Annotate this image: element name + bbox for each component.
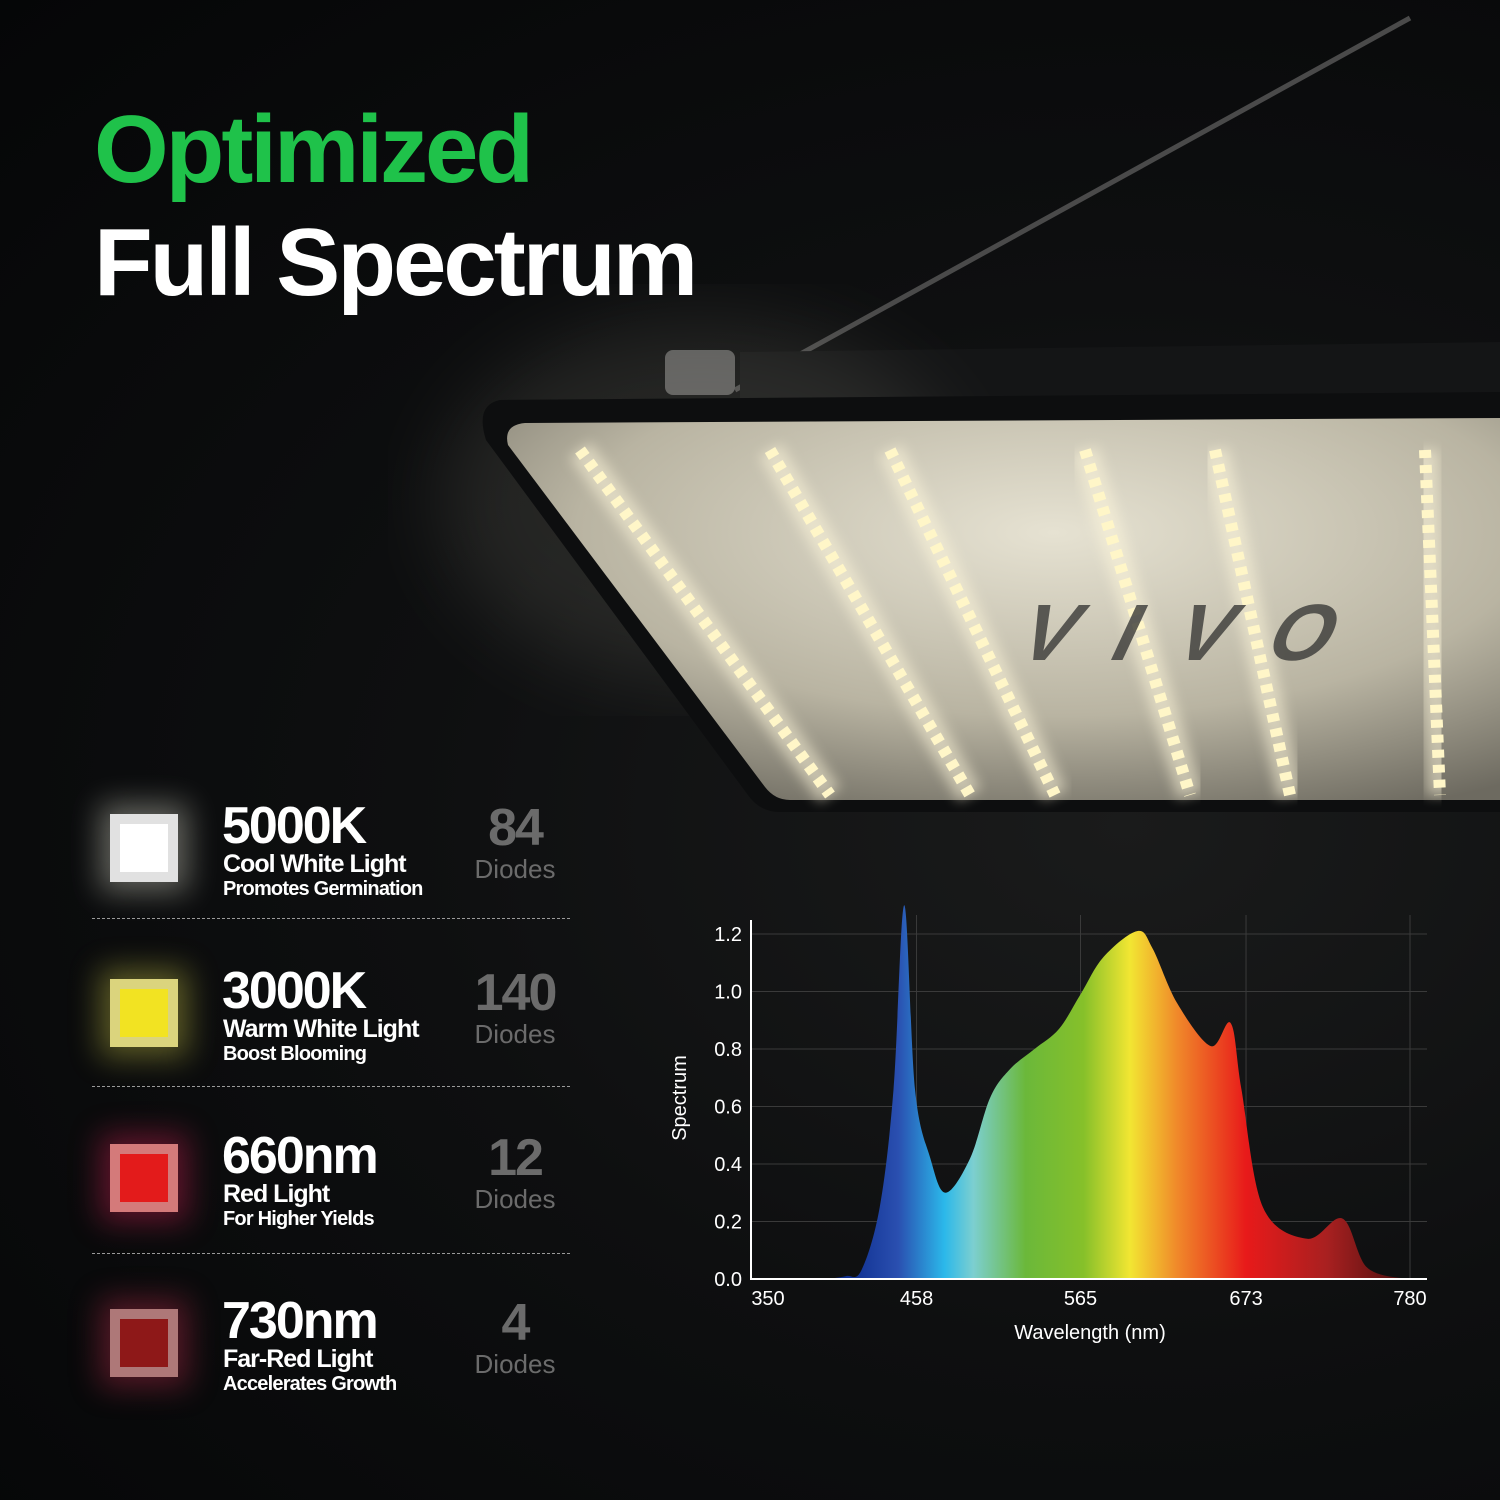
- diode-spec: 730nm: [222, 1292, 379, 1350]
- led-strip: [884, 447, 1061, 798]
- y-axis-label: Spectrum: [669, 1055, 691, 1141]
- diode-type-2: 660nm Red Light For Higher Yields 12 Dio…: [92, 1130, 570, 1280]
- legend-divider: [92, 1086, 570, 1087]
- spectrum-area: [827, 905, 1407, 1279]
- diode-unit: Diodes: [474, 1019, 556, 1049]
- color-swatch-icon: [110, 1309, 178, 1377]
- diode-type-3: 730nm Far-Red Light Accelerates Growth 4…: [92, 1295, 570, 1445]
- led-strips: [569, 442, 1453, 803]
- diode-name: Warm White Light: [223, 1015, 420, 1043]
- color-swatch-icon: [110, 979, 178, 1047]
- diode-name: Red Light: [223, 1180, 330, 1208]
- x-tick-label: 673: [1229, 1288, 1262, 1310]
- color-swatch-icon: [110, 1144, 178, 1212]
- y-tick-label: 0.4: [714, 1154, 742, 1176]
- diode-count: 12: [488, 1129, 544, 1187]
- diode-count: 84: [488, 799, 544, 857]
- diode-type-1: 3000K Warm White Light Boost Blooming 14…: [92, 965, 570, 1115]
- x-tick-label: 350: [751, 1288, 784, 1310]
- diode-unit: Diodes: [474, 1184, 556, 1214]
- diode-spec: 3000K: [222, 962, 367, 1020]
- hanging-wire: [733, 15, 1412, 393]
- led-strip: [1419, 449, 1446, 796]
- y-tick-label: 0.0: [714, 1269, 742, 1291]
- y-tick-label: 0.8: [714, 1039, 742, 1061]
- diode-benefit: Boost Blooming: [223, 1043, 367, 1065]
- y-tick-label: 1.0: [714, 982, 742, 1004]
- diode-type-0: 5000K Cool White Light Promotes Germinat…: [92, 800, 570, 950]
- y-tick-label: 1.2: [714, 924, 742, 946]
- diode-spec: 5000K: [222, 797, 367, 855]
- diode-unit: Diodes: [474, 854, 556, 884]
- panel-logo: VIVO: [1004, 588, 1397, 677]
- diode-benefit: Promotes Germination: [223, 878, 423, 900]
- diode-count: 4: [501, 1294, 531, 1352]
- legend-divider: [92, 918, 570, 919]
- led-strip-glow: [1202, 447, 1303, 798]
- y-tick-label: 0.6: [714, 1097, 742, 1119]
- panel-housing: [740, 342, 1500, 400]
- x-tick-label: 458: [900, 1288, 933, 1310]
- x-tick-label: 780: [1393, 1288, 1426, 1310]
- diode-spec: 660nm: [222, 1127, 379, 1185]
- led-strip: [575, 446, 835, 799]
- diode-unit: Diodes: [474, 1349, 556, 1379]
- diode-benefit: For Higher Yields: [223, 1208, 375, 1230]
- x-axis-label: Wavelength (nm): [1014, 1322, 1166, 1344]
- led-strip: [1079, 448, 1196, 797]
- x-tick-label: 565: [1064, 1288, 1097, 1310]
- legend-divider: [92, 1253, 570, 1254]
- headline-optimized: Optimized: [94, 96, 534, 203]
- color-swatch-icon: [110, 814, 178, 882]
- diode-name: Cool White Light: [223, 850, 407, 878]
- led-strip: [764, 446, 976, 799]
- diode-benefit: Accelerates Growth: [223, 1373, 397, 1395]
- y-tick-label: 0.2: [714, 1212, 742, 1234]
- diode-name: Far-Red Light: [223, 1345, 373, 1373]
- headline-full-spectrum: Full Spectrum: [94, 209, 698, 316]
- diode-count: 140: [474, 964, 558, 1022]
